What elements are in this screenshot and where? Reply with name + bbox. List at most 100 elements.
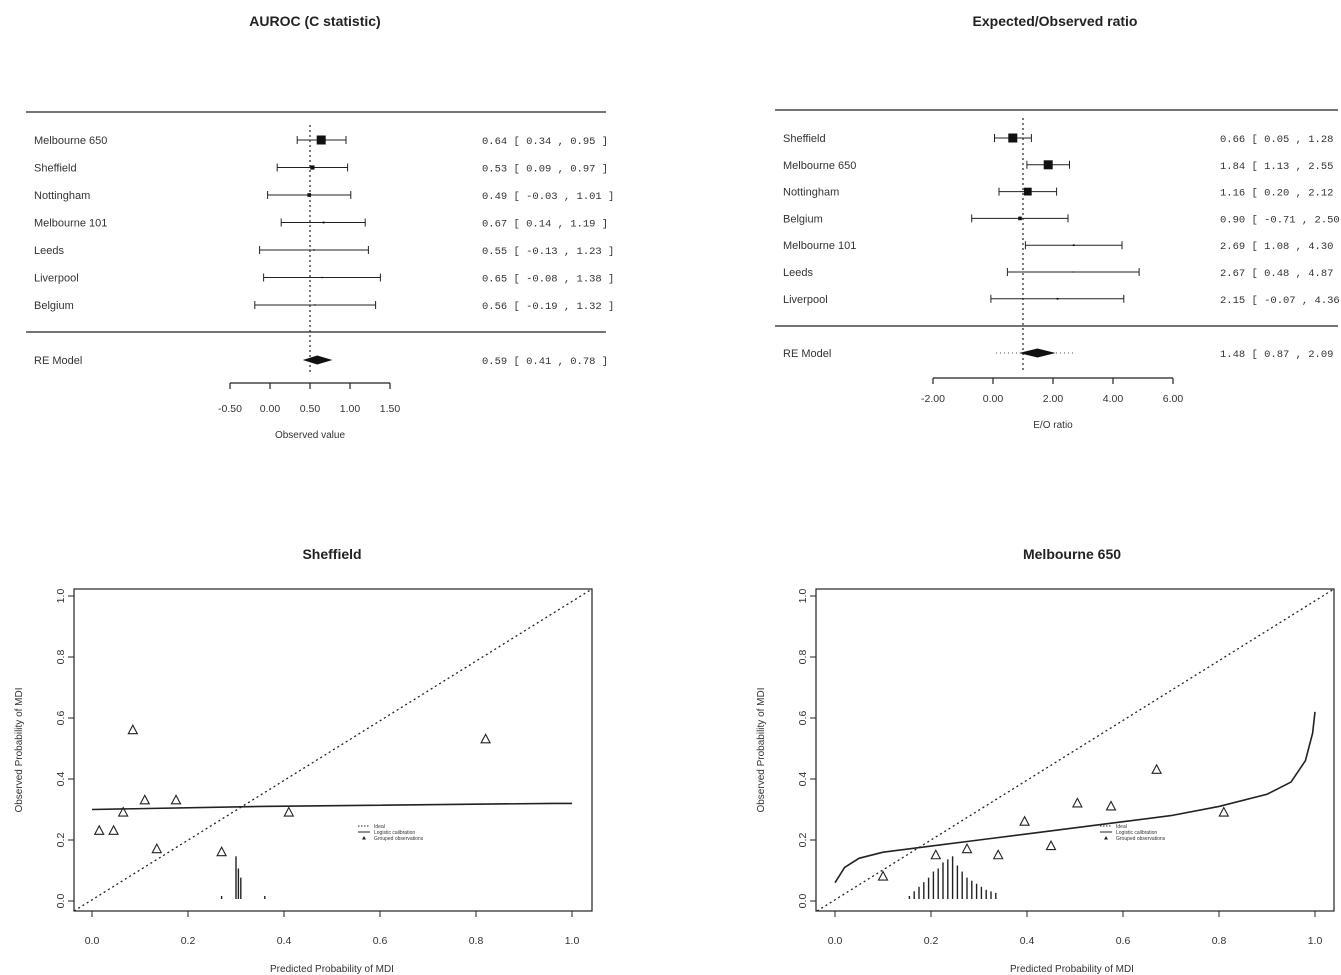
ci-text: 0.65 [ -0.08 , 1.38 ]	[482, 274, 614, 286]
study-row: Belgium 0.90 [ -0.71 , 2.50 ]	[783, 213, 1341, 226]
tick-label: 0.2	[181, 935, 196, 947]
tick-label: 6.00	[1163, 393, 1184, 405]
plot-frame	[73, 588, 593, 912]
legend-swatch-marker	[1104, 836, 1108, 840]
study-row: Melbourne 101 0.67 [ 0.14 , 1.19 ]	[34, 218, 608, 231]
x-axis-label: Observed value	[275, 430, 345, 441]
summary-label: RE Model	[34, 355, 82, 367]
tick-label: 1.0	[565, 935, 580, 947]
study-row: Leeds 2.67 [ 0.48 , 4.87 ]	[783, 267, 1341, 280]
ci-text: 0.90 [ -0.71 , 2.50 ]	[1220, 214, 1341, 226]
y-axis-label: Observed Probability of MDI	[14, 687, 25, 812]
point-estimate	[1043, 160, 1053, 170]
grouped-observation-marker	[216, 846, 228, 857]
grouped-observation-marker	[93, 824, 105, 835]
ci-text: 0.67 [ 0.14 , 1.19 ]	[482, 219, 608, 231]
tick-label: 0.4	[797, 772, 809, 787]
ci-text: 2.69 [ 1.08 , 4.30 ]	[1220, 241, 1341, 253]
point-estimate	[1072, 244, 1075, 247]
tick-label: 0.0	[828, 935, 843, 947]
study-label: Belgium	[34, 300, 74, 312]
tick-label: 0.6	[1116, 935, 1131, 947]
summary-label: RE Model	[783, 348, 831, 360]
ci-text: 0.59 [ 0.41 , 0.78 ]	[482, 356, 608, 368]
x-axis: -2.00 0.00 2.00 4.00 6.00 E/O ratio	[921, 377, 1184, 431]
point-estimate	[316, 135, 326, 145]
tick-label: 0.0	[85, 935, 100, 947]
ci-text: 0.53 [ 0.09 , 0.97 ]	[482, 164, 608, 176]
tick-label: 0.6	[797, 711, 809, 726]
ci-text: 1.48 [ 0.87 , 2.09 ]	[1220, 349, 1341, 361]
study-row: Nottingham 1.16 [ 0.20 , 2.12 ]	[783, 187, 1341, 200]
ci-text: 0.55 [ -0.13 , 1.23 ]	[482, 246, 614, 258]
grouped-observation-marker	[1071, 797, 1083, 808]
study-label: Belgium	[783, 213, 823, 225]
chart-title: AUROC (C statistic)	[249, 13, 380, 29]
study-label: Leeds	[783, 267, 813, 279]
tick-label: 0.2	[924, 935, 939, 947]
grouped-observation-marker	[1105, 800, 1117, 811]
tick-label: 0.0	[55, 894, 67, 909]
study-label: Sheffield	[783, 133, 826, 145]
tick-label: 0.8	[55, 650, 67, 665]
grouped-observation-marker	[139, 794, 151, 805]
study-row: Sheffield 0.53 [ 0.09 , 0.97 ]	[34, 163, 608, 176]
tick-label: 0.4	[277, 935, 292, 947]
forest-plot-2: Expected/Observed ratio Sheffield 0.66 [ 0…	[775, 13, 1341, 431]
grouped-observation-marker	[992, 849, 1004, 860]
point-estimate	[313, 249, 315, 251]
legend-swatch-marker	[362, 836, 366, 840]
forest-plot-1: AUROC (C statistic) Melbourne 650 0.64 [ 0…	[26, 13, 614, 441]
point-estimate	[1008, 133, 1018, 143]
point-estimate	[314, 304, 316, 306]
study-row: Liverpool 0.65 [ -0.08 , 1.38 ]	[34, 273, 614, 286]
grouped-observation-marker	[480, 733, 492, 744]
study-row: Liverpool 2.15 [ -0.07 , 4.36 ]	[783, 294, 1341, 307]
point-estimate	[1072, 271, 1074, 273]
tick-label: 0.6	[373, 935, 388, 947]
study-row: Belgium 0.56 [ -0.19 , 1.32 ]	[34, 300, 614, 313]
study-row: Melbourne 650 1.84 [ 1.13 , 2.55 ]	[783, 160, 1341, 173]
grouped-observation-marker	[1045, 839, 1057, 851]
summary-diamond	[302, 355, 333, 365]
legend-label: Ideal	[1116, 824, 1127, 830]
chart-title: Melbourne 650	[1023, 546, 1121, 562]
x-axis-label: Predicted Probability of MDI	[1010, 964, 1134, 975]
point-estimate	[310, 165, 315, 170]
chart-title: Sheffield	[302, 546, 361, 562]
legend-label: Grouped observations	[1116, 836, 1166, 842]
calibration-plot-2: Melbourne 650 0.0 0.2 0.4 0.6 0.8 1.0 Observed …	[756, 546, 1335, 975]
grouped-observation-marker	[1151, 763, 1163, 774]
grouped-observation-marker	[961, 842, 973, 854]
grouped-observation-marker	[170, 794, 182, 805]
grouped-observation-marker	[108, 824, 120, 835]
tick-label: 0.0	[797, 894, 809, 909]
ci-text: 0.49 [ -0.03 , 1.01 ]	[482, 191, 614, 203]
tick-label: 0.00	[260, 403, 281, 415]
study-label: Melbourne 650	[34, 135, 107, 147]
grouped-observation-marker	[1218, 806, 1230, 817]
tick-label: 1.0	[55, 589, 67, 604]
legend-label: Grouped observations	[374, 836, 424, 842]
tick-label: 1.0	[1308, 935, 1323, 947]
tick-label: 0.2	[797, 833, 809, 848]
point-estimate	[1023, 187, 1032, 196]
y-axis: 0.0 0.2 0.4 0.6 0.8 1.0 Observed Probability o…	[756, 589, 816, 909]
study-label: Leeds	[34, 245, 64, 257]
study-label: Melbourne 101	[34, 218, 107, 230]
chart-title: Expected/Observed ratio	[973, 13, 1138, 29]
ci-text: 1.84 [ 1.13 , 2.55 ]	[1220, 161, 1341, 173]
summary-row: RE Model 1.48 [ 0.87 , 2.09 ]	[783, 348, 1341, 361]
tick-label: 1.0	[797, 589, 809, 604]
ideal-line	[73, 588, 593, 912]
grouped-observation-marker	[117, 806, 129, 817]
tick-label: 0.4	[1020, 935, 1035, 947]
legend-label: Logistic calibration	[374, 830, 415, 836]
study-label: Liverpool	[34, 273, 79, 285]
ci-text: 0.64 [ 0.34 , 0.95 ]	[482, 136, 608, 148]
point-estimate	[321, 276, 323, 279]
study-label: Nottingham	[34, 190, 90, 202]
point-estimate	[1018, 216, 1022, 221]
ci-text: 0.56 [ -0.19 , 1.32 ]	[482, 301, 614, 313]
tick-label: 2.00	[1043, 393, 1064, 405]
